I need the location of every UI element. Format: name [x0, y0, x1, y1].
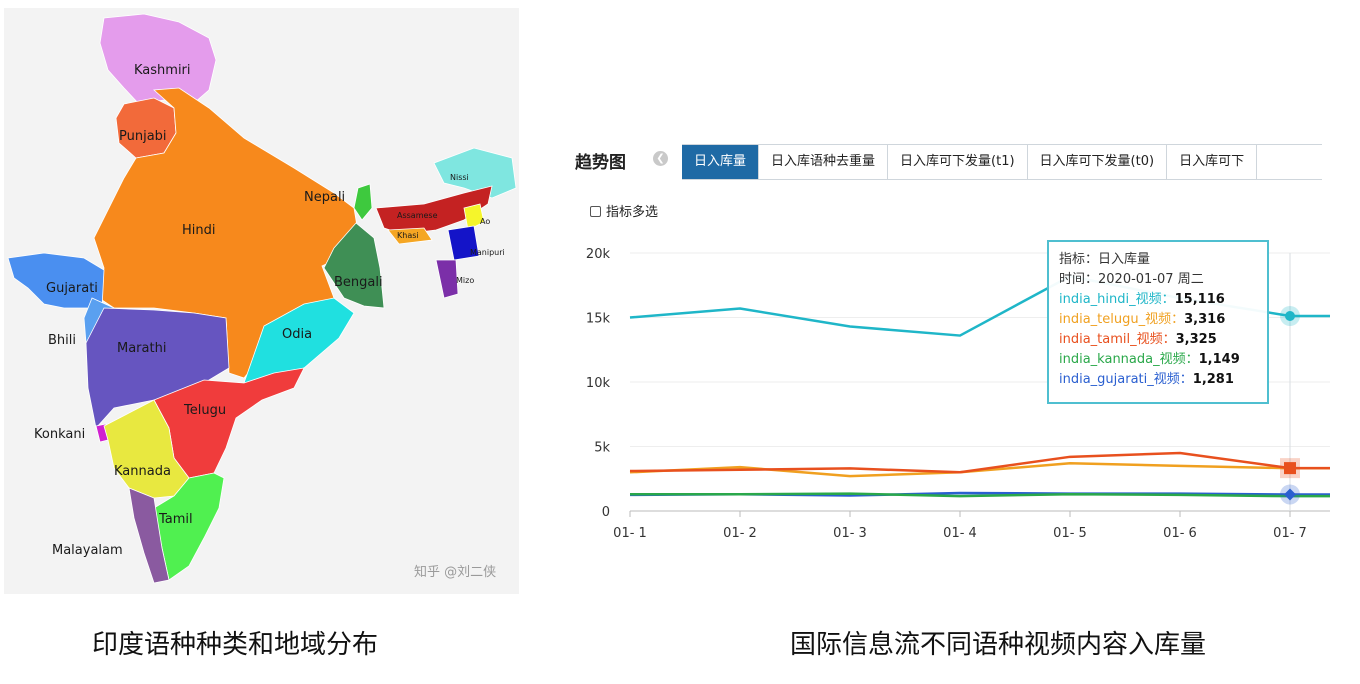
- multi-metric-label: 指标多选: [606, 205, 659, 220]
- region-gujarati: [7, 252, 105, 309]
- tooltip-series-row: india_telugu_视频：3,316: [1059, 310, 1257, 330]
- label-gujarati: Gujarati: [46, 281, 98, 296]
- y-tick-label: 10k: [586, 376, 611, 391]
- tooltip-series-value: 1,149: [1198, 352, 1240, 367]
- label-kashmiri: Kashmiri: [134, 63, 191, 78]
- x-tick-label: 01- 6: [1163, 526, 1197, 541]
- tooltip-metric-label: 指标：: [1059, 252, 1099, 267]
- label-marathi: Marathi: [117, 341, 166, 356]
- line-chart: 0 5k 10k 15k 20k 01- 1 01- 2 01- 3 01- 4 01- 5 01-…: [586, 247, 1330, 541]
- multi-metric-checkbox[interactable]: 指标多选: [590, 201, 658, 220]
- label-mizo: Mizo: [456, 276, 474, 285]
- chevron-left-icon[interactable]: ❮: [653, 151, 668, 166]
- series-line-india_hindi_视频[interactable]: [629, 274, 1330, 337]
- tooltip-time-value: 2020-01-07 周二: [1098, 272, 1204, 287]
- region-manipuri: [447, 225, 480, 261]
- tooltip-series-name: india_gujarati_视频：: [1059, 372, 1193, 387]
- label-konkani: Konkani: [34, 427, 85, 442]
- x-tick-label: 01- 2: [723, 526, 757, 541]
- tooltip-series-value: 3,325: [1175, 332, 1217, 347]
- tab-daily-ingest[interactable]: 日入库量: [682, 145, 760, 179]
- label-assamese: Assamese: [397, 211, 438, 220]
- region-ao: [463, 203, 485, 231]
- chart-tooltip: 指标：日入库量 时间：2020-01-07 周二 india_hindi_视频：…: [1047, 240, 1269, 404]
- label-punjabi: Punjabi: [119, 129, 167, 144]
- series-line-india_kannada_视频[interactable]: [630, 492, 1330, 498]
- tab-daily-lang-dedup[interactable]: 日入库语种去重量: [759, 145, 889, 179]
- map-watermark: 知乎 @刘二侠: [414, 564, 496, 580]
- y-tick-label: 5k: [594, 441, 610, 456]
- tab-daily-deliverable-t1[interactable]: 日入库可下发量(t1): [888, 145, 1028, 179]
- x-tick-label: 01- 4: [943, 526, 977, 541]
- hover-marker: [1285, 311, 1295, 322]
- checkbox-icon[interactable]: [590, 206, 601, 217]
- label-kannada: Kannada: [114, 464, 171, 479]
- india-language-map: Kashmiri Punjabi Hindi Nepali Nissi Assa…: [4, 8, 519, 594]
- region-nissi: [433, 147, 517, 199]
- hover-marker: [1284, 488, 1296, 501]
- region-khasi: [387, 227, 433, 245]
- tab-daily-deliverable-t0[interactable]: 日入库可下发量(t0): [1027, 145, 1168, 179]
- tooltip-series-value: 3,316: [1184, 312, 1226, 327]
- x-tick-label: 01- 7: [1273, 526, 1307, 541]
- y-tick-label: 15k: [586, 312, 611, 327]
- map-drawing: Kashmiri Punjabi Hindi Nepali Nissi Assa…: [7, 13, 517, 584]
- tooltip-metric-row: 指标：日入库量: [1059, 250, 1257, 270]
- label-telugu: Telugu: [183, 403, 226, 418]
- series-line-india_tamil_视频[interactable]: [629, 451, 1330, 474]
- label-nissi: Nissi: [450, 173, 469, 182]
- tooltip-series-name: india_hindi_视频：: [1059, 292, 1175, 307]
- label-tamil: Tamil: [158, 512, 193, 527]
- label-hindi: Hindi: [182, 223, 216, 238]
- x-tick-label: 01- 5: [1053, 526, 1087, 541]
- x-tick-label: 01- 3: [833, 526, 867, 541]
- trend-chart-panel: 趋势图 ❮ 日入库量 日入库语种去重量 日入库可下发量(t1) 日入库可下发量(t0)…: [560, 135, 1330, 555]
- caption-right: 国际信息流不同语种视频内容入库量: [790, 630, 1207, 660]
- tooltip-series-value: 1,281: [1192, 372, 1234, 387]
- tooltip-time-row: 时间：2020-01-07 周二: [1059, 270, 1257, 290]
- tooltip-series-row: india_gujarati_视频：1,281: [1059, 370, 1257, 390]
- trend-title: 趋势图: [575, 153, 626, 173]
- region-nepali: [353, 183, 373, 221]
- metric-tab-bar: 日入库量 日入库语种去重量 日入库可下发量(t1) 日入库可下发量(t0) 日入库可下: [682, 144, 1322, 180]
- region-malayalam: [128, 487, 170, 584]
- tooltip-series-name: india_telugu_视频：: [1059, 312, 1185, 327]
- tooltip-series-value: 15,116: [1174, 292, 1225, 307]
- label-nepali: Nepali: [304, 190, 345, 205]
- hover-marker: [1284, 462, 1296, 475]
- label-manipuri: Manipuri: [470, 248, 505, 257]
- label-odia: Odia: [282, 327, 312, 342]
- tooltip-series-row: india_hindi_视频：15,116: [1059, 290, 1257, 310]
- x-tick-label: 01- 1: [613, 526, 647, 541]
- tooltip-series-row: india_tamil_视频：3,325: [1059, 330, 1257, 350]
- label-ao: Ao: [480, 217, 490, 226]
- label-bhili: Bhili: [48, 333, 76, 348]
- tooltip-series-name: india_kannada_视频：: [1059, 352, 1199, 367]
- y-tick-label: 0: [602, 505, 610, 520]
- tooltip-time-label: 时间：: [1059, 272, 1099, 287]
- tab-daily-deliverable-more[interactable]: 日入库可下: [1167, 145, 1258, 179]
- map-labels: Kashmiri Punjabi Hindi Nepali Nissi Assa…: [34, 63, 505, 580]
- tooltip-series-name: india_tamil_视频：: [1059, 332, 1176, 347]
- region-mizo: [435, 259, 459, 299]
- caption-left: 印度语种种类和地域分布: [92, 630, 379, 660]
- label-malayalam: Malayalam: [52, 543, 123, 558]
- tooltip-series-row: india_kannada_视频：1,149: [1059, 350, 1257, 370]
- label-bengali: Bengali: [334, 275, 383, 290]
- label-khasi: Khasi: [397, 231, 419, 240]
- y-tick-label: 20k: [586, 247, 611, 262]
- region-bengali: [323, 222, 385, 309]
- tooltip-metric-value: 日入库量: [1098, 252, 1151, 267]
